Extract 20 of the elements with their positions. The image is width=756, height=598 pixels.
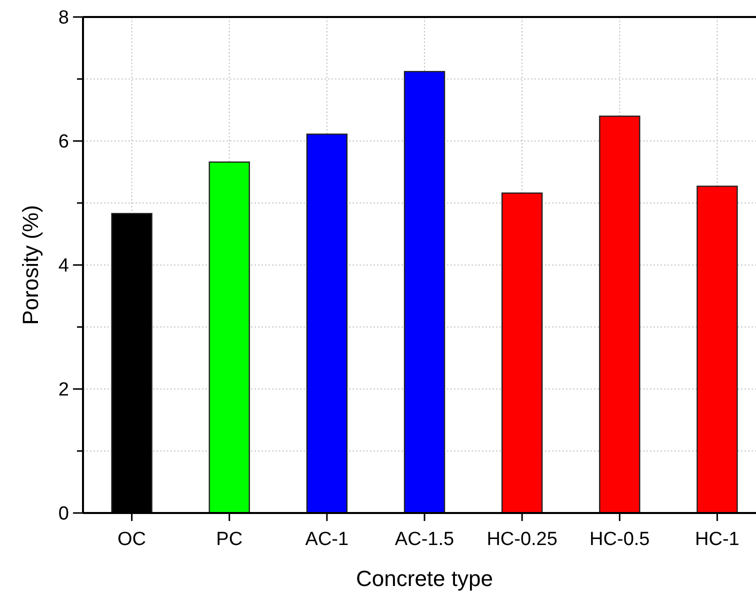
x-tick-label: HC-0.25 bbox=[486, 529, 558, 550]
x-tick-label: PC bbox=[216, 529, 243, 550]
y-tick-label: 4 bbox=[58, 256, 70, 277]
y-axis-title: Porosity (%) bbox=[18, 205, 43, 325]
y-tick-label: 8 bbox=[58, 8, 69, 29]
bar bbox=[696, 186, 738, 514]
x-tick-label: HC-1 bbox=[695, 529, 740, 550]
x-axis-title: Concrete type bbox=[356, 566, 493, 591]
bar bbox=[208, 161, 250, 514]
x-tick-label: AC-1.5 bbox=[394, 529, 454, 550]
y-tick-label: 2 bbox=[58, 380, 69, 401]
y-tick-label: 0 bbox=[58, 504, 69, 525]
bar bbox=[599, 116, 640, 514]
y-tick-label: 6 bbox=[58, 132, 69, 153]
x-tick-label: AC-1 bbox=[305, 529, 349, 550]
bar bbox=[306, 134, 348, 514]
bar bbox=[404, 70, 446, 514]
bar bbox=[501, 192, 543, 514]
x-tick-label: OC bbox=[118, 529, 146, 550]
x-tick-label: HC-0.5 bbox=[590, 529, 650, 550]
